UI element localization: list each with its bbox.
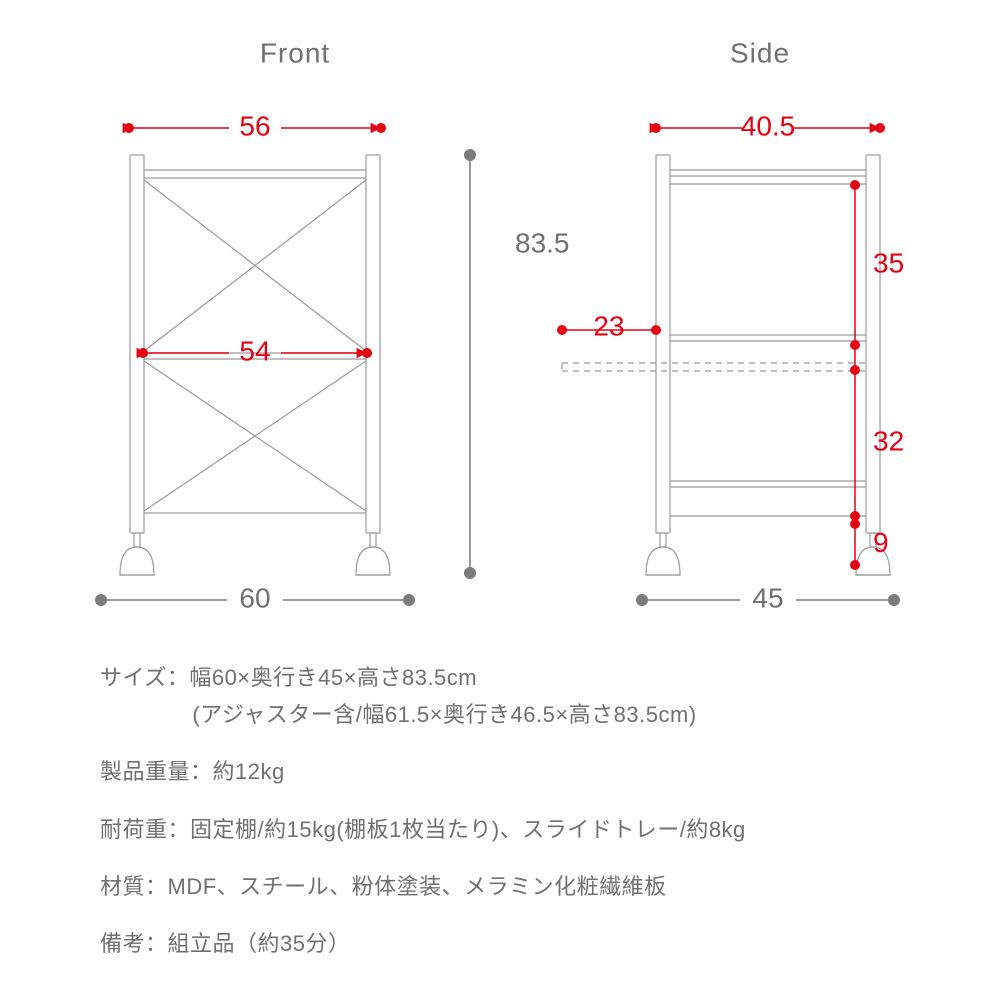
svg-text:56: 56: [239, 110, 270, 141]
spec-weight: 製品重量：約12kg: [100, 754, 920, 789]
svg-text:60: 60: [239, 582, 270, 613]
spec-note: 備考：組立品（約35分）: [100, 926, 920, 961]
svg-text:23: 23: [593, 310, 624, 341]
svg-text:54: 54: [239, 335, 270, 366]
svg-text:83.5: 83.5: [515, 227, 570, 258]
spec-size-line2: (アジャスター含/幅61.5×奥行き46.5×高さ83.5cm): [100, 697, 920, 732]
spec-load: 耐荷重：固定棚/約15kg(棚板1枚当たり)、スライドトレー/約8kg: [100, 812, 920, 847]
svg-text:9: 9: [873, 527, 889, 558]
spec-size-line1: サイズ：幅60×奥行き45×高さ83.5cm: [100, 665, 477, 690]
svg-text:40.5: 40.5: [741, 110, 796, 141]
svg-text:32: 32: [873, 425, 904, 456]
spec-text-block: サイズ：幅60×奥行き45×高さ83.5cm (アジャスター含/幅61.5×奥行…: [100, 660, 920, 983]
svg-text:35: 35: [873, 247, 904, 278]
svg-text:Side: Side: [730, 37, 790, 68]
spec-material: 材質：MDF、スチール、粉体塗装、メラミン化粧繊維板: [100, 869, 920, 904]
svg-text:Front: Front: [260, 37, 330, 68]
dimension-drawing: Front Side 56 54 60 83.5 40.5 45 23 35 32 9: [0, 0, 1000, 650]
svg-text:45: 45: [752, 582, 783, 613]
